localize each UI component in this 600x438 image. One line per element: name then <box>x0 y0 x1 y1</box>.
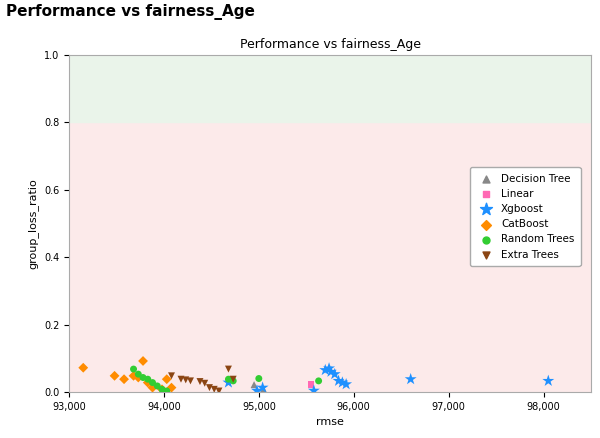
Point <box>119 376 129 383</box>
Point <box>152 382 162 389</box>
Point <box>338 379 347 386</box>
Point <box>185 378 195 385</box>
Point <box>129 366 139 373</box>
Point <box>110 372 119 379</box>
Point <box>181 376 191 383</box>
Point <box>320 367 330 374</box>
Point <box>330 371 340 378</box>
X-axis label: rmse: rmse <box>316 417 344 427</box>
Point <box>143 376 152 383</box>
Y-axis label: group_loss_ratio: group_loss_ratio <box>28 178 38 269</box>
Point <box>157 386 167 393</box>
Point <box>205 384 214 391</box>
Point <box>229 376 238 383</box>
Point <box>224 379 233 386</box>
Point <box>138 374 148 381</box>
Point <box>167 372 176 379</box>
Point <box>224 376 233 383</box>
Point <box>314 378 323 385</box>
Point <box>148 379 157 386</box>
Point <box>143 379 152 386</box>
Point <box>214 388 224 395</box>
Point <box>133 371 143 378</box>
Legend: Decision Tree, Linear, Xgboost, CatBoost, Random Trees, Extra Trees: Decision Tree, Linear, Xgboost, CatBoost… <box>470 167 581 266</box>
Point <box>254 375 263 382</box>
Point <box>341 381 351 388</box>
Point <box>176 376 186 383</box>
Text: Performance vs fairness_Age: Performance vs fairness_Age <box>6 4 255 21</box>
Point <box>133 374 143 381</box>
Point <box>162 376 172 383</box>
Point <box>334 378 343 385</box>
Point <box>200 380 209 387</box>
Point <box>406 376 415 383</box>
Point <box>148 384 157 391</box>
Point <box>324 365 334 372</box>
Point <box>129 372 139 379</box>
Point <box>209 386 219 393</box>
Bar <box>69 55 591 122</box>
Point <box>167 384 176 391</box>
Title: Performance vs fairness_Age: Performance vs fairness_Age <box>239 38 421 51</box>
Bar <box>69 122 591 392</box>
Point <box>326 368 336 375</box>
Point <box>306 381 316 388</box>
Point <box>79 364 88 371</box>
Point <box>224 366 233 373</box>
Point <box>309 387 319 394</box>
Point <box>195 378 205 385</box>
Point <box>544 378 553 385</box>
Point <box>138 357 148 364</box>
Point <box>252 387 262 394</box>
Point <box>162 388 172 395</box>
Point <box>259 386 268 393</box>
Point <box>157 386 167 393</box>
Point <box>249 381 259 388</box>
Point <box>258 384 268 391</box>
Point <box>229 378 238 385</box>
